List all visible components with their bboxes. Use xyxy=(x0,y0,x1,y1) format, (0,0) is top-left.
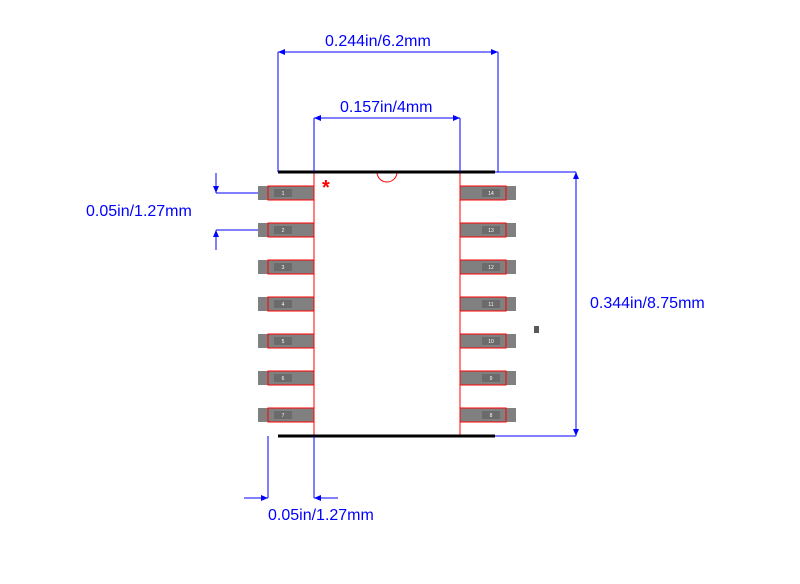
dim-outer-width: 0.244in/6.2mm xyxy=(325,33,431,50)
svg-text:11: 11 xyxy=(488,302,493,308)
svg-text:6: 6 xyxy=(282,376,285,382)
svg-text:14: 14 xyxy=(488,191,494,197)
dim-pitch: 0.05in/1.27mm xyxy=(86,203,192,220)
svg-text:1: 1 xyxy=(282,191,285,197)
svg-text:10: 10 xyxy=(488,339,494,345)
svg-text:7: 7 xyxy=(282,413,285,419)
pin1-marker: * xyxy=(322,177,330,199)
svg-text:3: 3 xyxy=(282,265,285,271)
svg-text:5: 5 xyxy=(282,339,285,345)
svg-text:12: 12 xyxy=(488,265,494,271)
dim-body-width: 0.157in/4mm xyxy=(340,99,433,116)
dim-height: 0.344in/8.75mm xyxy=(590,295,705,312)
svg-text:4: 4 xyxy=(282,302,285,308)
svg-text:13: 13 xyxy=(488,228,494,234)
svg-text:2: 2 xyxy=(282,228,285,234)
dim-pin-width: 0.05in/1.27mm xyxy=(268,507,374,524)
footprint-diagram: 1234567141312111098*0.244in/6.2mm0.157in… xyxy=(0,0,800,584)
svg-text:9: 9 xyxy=(490,376,493,382)
svg-text:8: 8 xyxy=(490,413,493,419)
